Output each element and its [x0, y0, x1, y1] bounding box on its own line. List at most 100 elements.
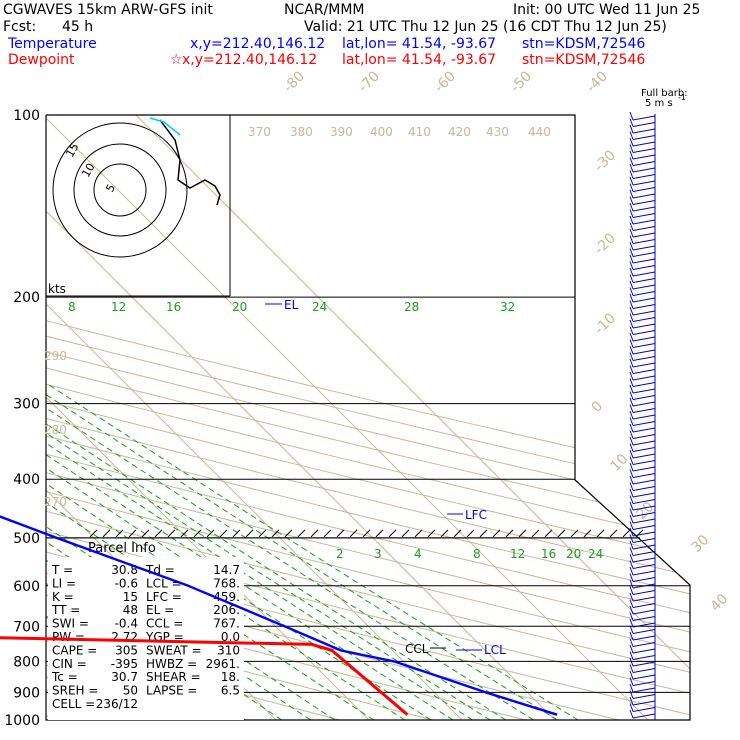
forecast-hours: 45 h — [62, 19, 94, 35]
hatch-mark — [128, 529, 137, 538]
wind-barb-flag — [629, 430, 634, 439]
wind-barb-flag — [629, 696, 634, 706]
barb-legend-line1: Full barb: — [641, 88, 688, 99]
valid-time: Valid: 21 UTC Thu 12 Jun 25 (16 CDT Thu … — [304, 19, 667, 35]
wind-barb-staff — [632, 356, 656, 361]
wind-barb-staff — [632, 622, 656, 628]
hatch-mark — [557, 529, 566, 538]
wind-barb-staff — [632, 512, 656, 517]
dewpoint-station: stn=KDSM,72546 — [522, 52, 646, 68]
wind-barb-staff — [632, 148, 656, 153]
wind-barb-flag — [629, 579, 634, 589]
wind-barb-flag — [629, 235, 634, 244]
wind-barb-staff — [632, 674, 656, 680]
theta-label: 410 — [408, 125, 431, 139]
hatch-mark — [154, 529, 163, 538]
wind-barb-flag — [629, 326, 634, 335]
parcel-value-right: 18. — [221, 670, 240, 684]
wind-barb-staff — [632, 570, 656, 576]
lfc-label: LFC — [465, 508, 487, 522]
wind-barb-staff — [632, 531, 656, 537]
wind-barb-staff — [632, 382, 656, 387]
dewpoint-latlon: lat,lon= 41.54, -93.67 — [342, 52, 497, 68]
theta-label: 270 — [44, 495, 67, 509]
isotherm-label: -40 — [584, 68, 611, 95]
el-label: EL — [284, 298, 299, 312]
wind-barb-flag — [629, 131, 634, 140]
dry-adiabat — [46, 115, 433, 720]
pressure-tick-label: 100 — [13, 108, 40, 124]
isotherm-label: 30 — [689, 532, 713, 556]
hodograph-ring — [73, 143, 167, 237]
wind-barb-staff — [632, 655, 656, 660]
wind-barb-staff — [632, 414, 656, 420]
theta-label: 370 — [248, 125, 271, 139]
wind-barb-flag — [629, 378, 634, 387]
wind-barb-staff — [632, 252, 656, 257]
wind-barb-flag — [629, 469, 634, 478]
parcel-value-right: 0.0 — [221, 630, 240, 644]
wind-barb-flag — [629, 417, 634, 426]
parcel-value-left: 48 — [123, 603, 138, 617]
hatch-mark — [518, 529, 527, 538]
wind-barb-flag — [629, 280, 634, 290]
hatch-mark — [271, 529, 280, 538]
hatch-mark — [310, 529, 319, 538]
wind-barb-staff — [632, 681, 656, 686]
wind-barb-staff — [632, 219, 656, 225]
init-time: Init: 00 UTC Wed 11 Jun 25 — [513, 2, 701, 18]
wind-barb-staff — [632, 330, 656, 335]
wind-barb-flag — [629, 365, 634, 374]
parcel-label-right: HWBZ = — [146, 657, 197, 671]
mixing-ratio-label: 4 — [414, 547, 422, 561]
wind-barb-flag — [629, 586, 634, 595]
temperature-location: x,y=212.40,146.12 — [190, 36, 326, 52]
dry-adiabat — [46, 115, 690, 720]
theta-label: 440 — [528, 125, 551, 139]
dry-adiabat — [46, 115, 690, 720]
wind-barb-flag — [629, 605, 634, 615]
isotherm-label: 0 — [589, 398, 607, 416]
hatch-mark — [609, 529, 618, 538]
parcel-label-left: Tc = — [51, 670, 78, 684]
wind-barb-flag — [629, 144, 634, 153]
dewpoint-profile — [0, 636, 409, 716]
hatch-mark — [466, 529, 475, 538]
wind-barb-staff — [632, 395, 656, 400]
hatch-mark — [505, 529, 514, 538]
wind-barb-staff — [632, 154, 656, 160]
wind-barb-staff — [632, 135, 656, 140]
wind-barb-flag — [629, 209, 634, 218]
hatch-mark — [427, 529, 436, 538]
parcel-label-right: LFC = — [146, 590, 182, 604]
parcel-value-left: -0.4 — [115, 617, 138, 631]
pressure-tick-label: 700 — [13, 619, 40, 635]
pressure-tick-label: 800 — [13, 654, 40, 670]
wind-barb-flag — [629, 534, 634, 543]
wind-barb-flag — [629, 339, 634, 348]
temperature-profile — [0, 515, 558, 716]
wind-barb-staff — [632, 226, 656, 231]
wind-barb-flag — [629, 176, 634, 186]
temperature-station: stn=KDSM,72546 — [522, 36, 646, 52]
parcel-value-right: 310 — [217, 643, 240, 657]
hatch-mark — [596, 529, 605, 538]
wind-barb-staff — [632, 492, 656, 498]
parcel-label-left: T = — [51, 563, 73, 577]
wind-barb-staff — [632, 193, 656, 199]
pressure-tick-label: 400 — [13, 472, 40, 488]
wind-barb-flag — [629, 677, 634, 686]
wind-barb-flag — [629, 410, 634, 420]
hatch-mark — [531, 529, 540, 538]
wind-barb-flag — [629, 436, 634, 446]
model-title: CGWAVES 15km ARW-GFS init — [3, 2, 213, 18]
isotherm-label: -50 — [508, 68, 535, 95]
wind-barb-flag — [629, 404, 634, 413]
mixing-ratio-label: 2 — [336, 547, 344, 561]
wind-barb-staff — [632, 206, 656, 212]
parcel-value-left: 30.8 — [111, 563, 138, 577]
hatch-mark — [570, 529, 579, 538]
wind-barb-staff — [632, 200, 656, 205]
wind-barb-staff — [632, 239, 656, 244]
